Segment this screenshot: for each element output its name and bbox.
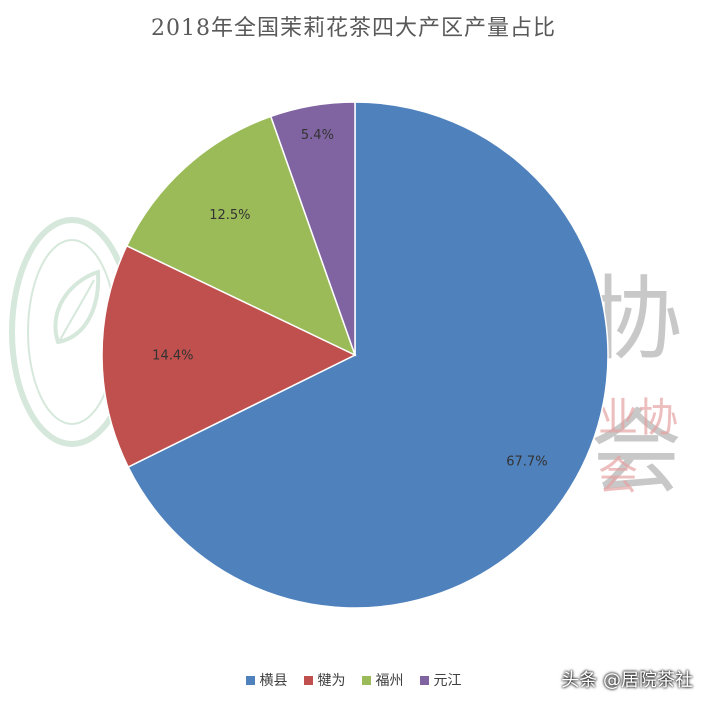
chart-title: 2018年全国茉莉花茶四大产区产量占比 [151, 16, 556, 41]
pie-slice-3 [125, 115, 357, 357]
data-label-2: 14.4% [152, 349, 193, 364]
legend-swatch [245, 675, 255, 685]
legend-item-2: 犍为 [303, 670, 346, 690]
pie-slice-2 [101, 244, 357, 469]
legend-swatch [303, 675, 313, 685]
legend-item-1: 横县 [245, 670, 288, 690]
legend-swatch [419, 675, 429, 685]
pie-slice-1 [127, 101, 609, 609]
legend-item-4: 元江 [419, 670, 462, 690]
chart-legend: 横县 犍为 福州 元江 [0, 670, 707, 690]
legend-label: 横县 [259, 673, 288, 689]
source-credit: 头条 @居院茶社 [561, 670, 693, 691]
data-label-4: 5.4% [301, 128, 334, 143]
pie-slice-4 [269, 101, 356, 356]
data-label-1: 67.7% [506, 454, 547, 469]
watermark-text: 业协会 [598, 395, 678, 499]
legend-item-3: 福州 [361, 670, 404, 690]
legend-swatch [361, 675, 371, 685]
legend-label: 福州 [375, 673, 404, 689]
legend-label: 元江 [433, 673, 462, 689]
data-label-3: 12.5% [209, 208, 250, 223]
legend-label: 犍为 [317, 673, 346, 689]
